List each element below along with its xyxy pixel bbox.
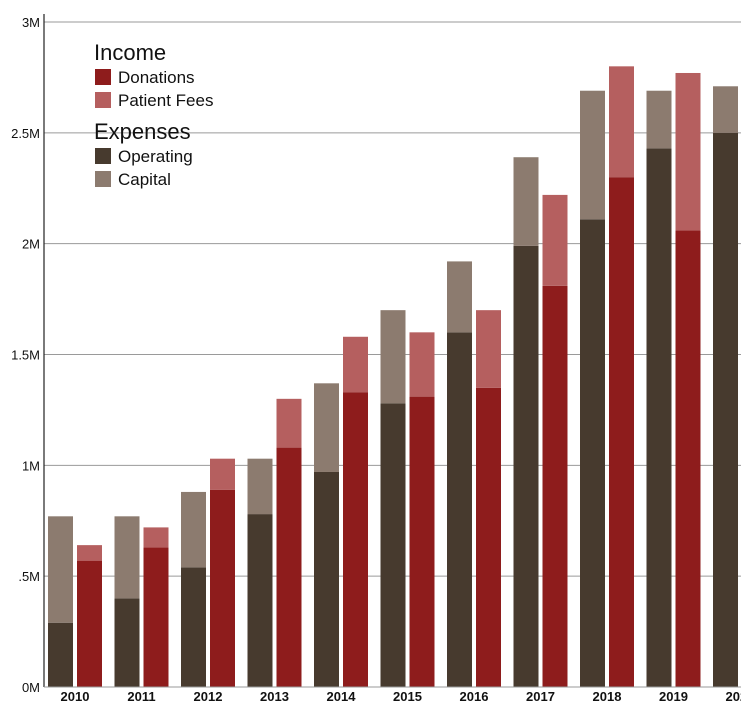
bar-expenses-operating	[447, 332, 472, 687]
bar-income-donations	[343, 392, 368, 687]
bar-income-donations	[77, 560, 102, 687]
y-tick-label: 2.5M	[11, 126, 40, 141]
bar-income-patient-fees	[77, 545, 102, 561]
bar-income-patient-fees	[210, 458, 235, 490]
legend: Income Donations Patient Fees Expenses Opera…	[94, 40, 213, 189]
legend-swatch	[95, 69, 111, 85]
bar-expenses-capital	[48, 516, 73, 623]
legend-swatch	[95, 148, 111, 164]
bars	[48, 66, 738, 688]
legend-item-label: Capital	[118, 170, 171, 189]
bar-expenses-capital	[314, 383, 339, 472]
legend-heading: Income	[94, 40, 166, 65]
bar-income-patient-fees	[542, 194, 568, 286]
bar-expenses-capital	[447, 261, 472, 333]
bar-income-patient-fees	[476, 310, 501, 388]
bar-income-donations	[609, 177, 634, 687]
y-tick-label: .5M	[18, 569, 40, 584]
bar-expenses-operating	[114, 598, 140, 687]
bar-income-donations	[210, 489, 235, 687]
bar-expenses-capital	[247, 458, 273, 515]
bar-expenses-operating	[48, 622, 73, 687]
bar-income-patient-fees	[343, 336, 368, 393]
y-tick-label: 1M	[22, 458, 40, 473]
legend-swatch	[95, 92, 111, 108]
x-tick-label: 2018	[593, 689, 622, 703]
bar-income-patient-fees	[409, 332, 435, 397]
bar-expenses-capital	[114, 516, 140, 599]
x-tick-label: 2019	[659, 689, 688, 703]
x-tick-label: 2013	[260, 689, 289, 703]
bar-expenses-capital	[646, 90, 672, 149]
bar-income-donations	[476, 387, 501, 687]
bar-expenses-operating	[181, 567, 206, 687]
bar-expenses-operating	[713, 132, 738, 688]
legend-item-label: Operating	[118, 147, 193, 166]
x-tick-label: 2020	[726, 689, 741, 703]
bar-income-patient-fees	[276, 398, 302, 448]
bar-income-patient-fees	[675, 72, 701, 231]
legend-heading: Expenses	[94, 119, 191, 144]
x-tick-label: 2017	[526, 689, 555, 703]
legend-swatch	[95, 171, 111, 187]
bar-expenses-capital	[713, 86, 738, 133]
bar-expenses-operating	[314, 471, 339, 687]
bar-expenses-operating	[580, 219, 605, 688]
y-tick-label: 1.5M	[11, 348, 40, 363]
bar-income-donations	[276, 447, 302, 687]
x-tick-label: 2011	[127, 689, 155, 703]
bar-expenses-operating	[513, 245, 539, 687]
bar-income-donations	[675, 230, 701, 687]
bar-income-donations	[542, 285, 568, 687]
bar-expenses-operating	[646, 148, 672, 688]
bar-expenses-capital	[580, 90, 605, 220]
bar-expenses-operating	[380, 403, 406, 687]
x-tick-label: 2012	[194, 689, 223, 703]
bar-income-donations	[143, 547, 169, 687]
axes: 0M .5M 1M 1.5M 2M 2.5M 3M 2010 2011 2012 2013 2014 2…	[11, 14, 741, 704]
x-tick-label: 2010	[61, 689, 90, 703]
bar-expenses-capital	[380, 310, 406, 404]
legend-item-label: Donations	[118, 68, 195, 87]
bar-income-donations	[409, 396, 435, 687]
y-tick-label: 2M	[22, 237, 40, 252]
bar-expenses-capital	[181, 491, 206, 568]
y-tick-label: 0M	[22, 680, 40, 695]
bar-income-patient-fees	[609, 66, 634, 178]
bar-income-patient-fees	[143, 527, 169, 548]
legend-item-label: Patient Fees	[118, 91, 213, 110]
bar-expenses-operating	[247, 514, 273, 687]
bar-expenses-capital	[513, 157, 539, 246]
x-tick-label: 2014	[327, 689, 357, 703]
y-tick-label: 3M	[22, 15, 40, 30]
x-tick-label: 2015	[393, 689, 422, 703]
x-tick-label: 2016	[460, 689, 489, 703]
